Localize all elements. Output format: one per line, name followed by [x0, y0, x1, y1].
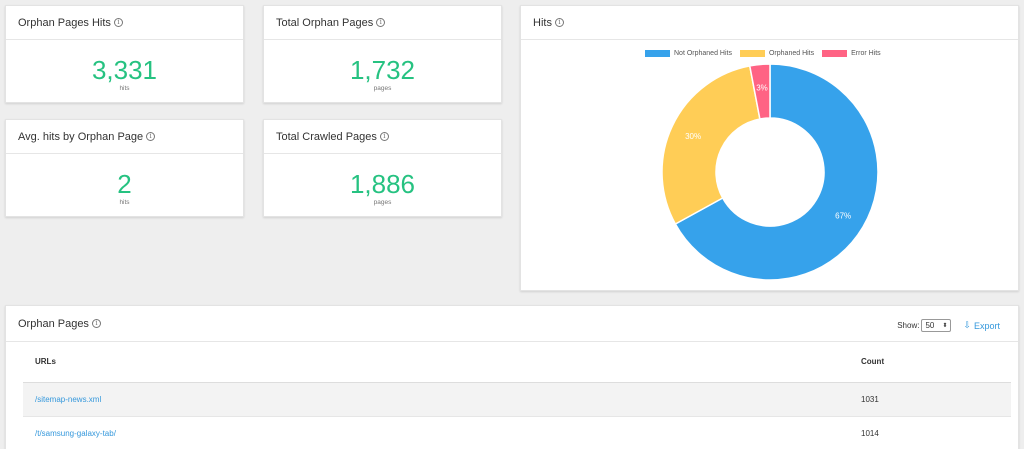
- card-header: Hits i: [521, 6, 1018, 40]
- card-header: Total Crawled Pages i: [264, 120, 501, 154]
- url-link[interactable]: /t/samsung-galaxy-tab/: [35, 428, 116, 438]
- donut-slice-not-orphaned-hits[interactable]: [674, 63, 879, 281]
- show-label: Show:: [897, 321, 920, 330]
- donut-slice-orphaned-hits[interactable]: [661, 65, 761, 226]
- orphan-pages-table: URLs Count /sitemap-news.xml 1031 /t/sam…: [23, 342, 1011, 449]
- card-header: Orphan Pages i: [6, 306, 1018, 342]
- info-icon[interactable]: i: [91, 319, 101, 328]
- stat-value: 2: [117, 169, 132, 199]
- legend-swatch: [822, 50, 848, 57]
- legend-item-error[interactable]: Error Hits: [822, 50, 881, 57]
- slice-label: 30%: [685, 132, 701, 141]
- info-icon[interactable]: i: [379, 132, 389, 141]
- table-header-row: URLs Count: [23, 342, 1011, 383]
- card-title: Orphan Pages: [18, 317, 89, 330]
- export-icon: ⇩: [963, 320, 971, 330]
- info-icon[interactable]: i: [376, 18, 386, 27]
- card-title: Hits: [533, 16, 552, 29]
- stat-value: 1,732: [349, 55, 416, 85]
- legend-item-orphaned[interactable]: Orphaned Hits: [739, 50, 815, 57]
- stat-card-orphan-hits: Orphan Pages Hits i 3,331 hits: [5, 5, 244, 103]
- page-size-value: 50: [925, 321, 935, 330]
- table-row: /sitemap-news.xml 1031: [23, 382, 1011, 417]
- card-header: Total Orphan Pages i: [264, 6, 501, 40]
- stat-unit: pages: [373, 85, 392, 92]
- url-cell: /t/samsung-galaxy-tab/: [23, 416, 849, 449]
- card-title: Orphan Pages Hits: [18, 16, 111, 29]
- card-header: Avg. hits by Orphan Page i: [6, 120, 243, 154]
- stat-value: 3,331: [91, 55, 158, 85]
- card-title: Avg. hits by Orphan Page: [18, 130, 144, 143]
- count-cell: 1014: [849, 416, 1011, 449]
- orphan-pages-card: Orphan Pages i Show: 50 ⬍ ⇩ Export URLs C…: [5, 305, 1019, 449]
- stat-unit: hits: [119, 199, 130, 206]
- legend-label: Orphaned Hits: [768, 50, 815, 57]
- stat-value: 1,886: [349, 169, 416, 199]
- legend-item-not-orphaned[interactable]: Not Orphaned Hits: [645, 50, 732, 57]
- count-cell: 1031: [849, 382, 1011, 417]
- info-icon[interactable]: i: [113, 18, 123, 27]
- column-header-urls[interactable]: URLs: [23, 342, 849, 383]
- legend-swatch: [739, 50, 765, 57]
- card-title: Total Orphan Pages: [276, 16, 374, 29]
- card-header: Orphan Pages Hits i: [6, 6, 243, 40]
- slice-label: 3%: [756, 83, 768, 92]
- info-icon[interactable]: i: [146, 132, 156, 141]
- chart-legend: Not Orphaned Hits Orphaned Hits Error Hi…: [645, 50, 889, 57]
- donut-chart: 67% 30% 3%: [661, 63, 879, 281]
- page-size-select[interactable]: 50 ⬍: [921, 319, 952, 332]
- url-link[interactable]: /sitemap-news.xml: [35, 394, 102, 404]
- stat-unit: hits: [119, 85, 130, 92]
- column-header-count[interactable]: Count: [849, 342, 1011, 383]
- export-label: Export: [973, 320, 1000, 331]
- stat-card-total-orphan: Total Orphan Pages i 1,732 pages: [263, 5, 502, 103]
- url-cell: /sitemap-news.xml: [23, 382, 849, 417]
- stat-unit: pages: [373, 199, 392, 206]
- info-icon[interactable]: i: [554, 18, 564, 27]
- legend-label: Not Orphaned Hits: [674, 50, 732, 57]
- table-toolbar: Show: 50 ⬍ ⇩ Export: [897, 319, 1000, 332]
- select-arrows-icon: ⬍: [942, 323, 948, 329]
- slice-label: 67%: [835, 211, 851, 220]
- export-button[interactable]: ⇩ Export: [963, 320, 1000, 331]
- table-row: /t/samsung-galaxy-tab/ 1014: [23, 416, 1011, 449]
- legend-swatch: [645, 50, 670, 57]
- donut-slice-error-hits[interactable]: [748, 63, 771, 120]
- stat-card-total-crawled: Total Crawled Pages i 1,886 pages: [263, 119, 502, 217]
- stat-card-avg-hits: Avg. hits by Orphan Page i 2 hits: [5, 119, 244, 217]
- hits-chart-card: Hits i 67% 30% 3% Not Orphaned Hits Orphane…: [520, 5, 1019, 291]
- card-title: Total Crawled Pages: [276, 130, 377, 143]
- legend-label: Error Hits: [851, 50, 881, 57]
